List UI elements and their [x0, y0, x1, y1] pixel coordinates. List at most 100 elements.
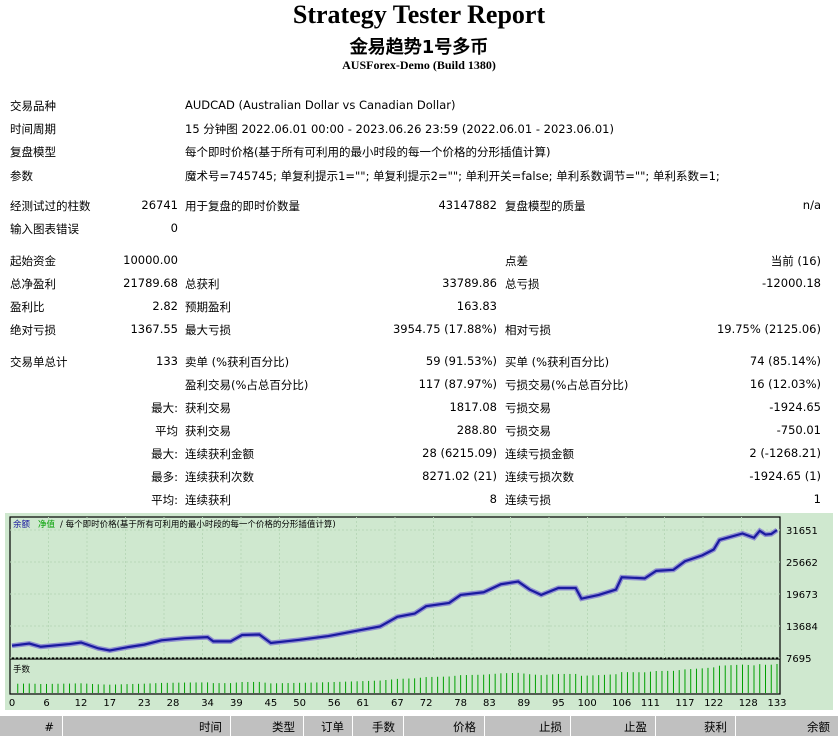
- info-value: AUDCAD (Australian Dollar vs Canadian Do…: [185, 98, 456, 112]
- y-tick-label: 19673: [786, 590, 818, 601]
- stat-cell: 获利交易: [185, 424, 231, 438]
- stat-cell: 盈利比: [10, 300, 45, 314]
- legend-balance: 余额: [13, 519, 31, 530]
- x-tick-label: 56: [328, 698, 341, 709]
- stat-cell: 复盘模型的质量: [505, 199, 586, 213]
- stat-cell: 交易单总计: [10, 355, 68, 369]
- stat-cell: 盈利交易(%占总百分比): [185, 378, 309, 392]
- stat-cell: 买单 (%获利百分比): [505, 355, 610, 369]
- x-tick-label: 61: [356, 698, 369, 709]
- info-value: 15 分钟图 2022.06.01 00:00 - 2023.06.26 23:…: [185, 122, 614, 136]
- stat-cell: 连续亏损次数: [505, 470, 574, 484]
- x-tick-label: 78: [454, 698, 467, 709]
- x-tick-label: 67: [391, 698, 404, 709]
- legend-model: / 每个即时价格(基于所有可利用的最小时段的每一个价格的分形插值计算): [60, 519, 336, 530]
- stat-cell: 连续亏损金额: [505, 447, 574, 461]
- x-tick-label: 28: [167, 698, 180, 709]
- stat-cell: 133: [156, 354, 178, 368]
- stat-cell: 连续获利次数: [185, 470, 254, 484]
- balance-chart: 31651 25662 19673 13684 7695 0 6 12 17 23 28 34 39 45…: [5, 513, 833, 710]
- column-header[interactable]: #: [0, 716, 62, 736]
- stat-cell: 亏损交易: [505, 401, 551, 415]
- stat-cell: 点差: [505, 254, 528, 268]
- x-tick-label: 17: [103, 698, 116, 709]
- x-tick-label: 72: [420, 698, 433, 709]
- stat-cell: -1924.65 (1): [749, 469, 821, 483]
- x-tick-label: 34: [201, 698, 214, 709]
- stat-cell: 最大:: [151, 401, 178, 415]
- x-tick-label: 111: [641, 698, 660, 709]
- volume-plot-frame: [9, 658, 781, 695]
- y-tick-label: 13684: [786, 622, 818, 633]
- info-value: 每个即时价格(基于所有可利用的最小时段的每一个价格的分形插值计算): [185, 145, 551, 159]
- stat-cell: 最大亏损: [185, 323, 231, 337]
- stat-cell: 亏损交易(%占总百分比): [505, 378, 629, 392]
- x-tick-label: 39: [230, 698, 243, 709]
- info-label: 交易品种: [10, 99, 56, 113]
- column-header[interactable]: 止盈: [571, 716, 655, 736]
- x-tick-label: 45: [264, 698, 277, 709]
- report-title: Strategy Tester Report: [292, 0, 546, 29]
- x-tick-label: 23: [138, 698, 151, 709]
- stat-cell: -1924.65: [769, 400, 821, 414]
- stat-cell: 连续亏损: [505, 493, 551, 507]
- volume-label: 手数: [13, 664, 31, 675]
- info-label: 复盘模型: [10, 145, 56, 159]
- stat-cell: 用于复盘的即时价数量: [185, 199, 300, 213]
- stat-cell: 2.82: [152, 299, 178, 313]
- stat-cell: 绝对亏损: [10, 323, 56, 337]
- stat-cell: 平均: [155, 424, 178, 438]
- column-header[interactable]: 类型: [231, 716, 303, 736]
- stat-cell: 预期盈利: [185, 300, 231, 314]
- info-label: 参数: [10, 169, 33, 183]
- stat-cell: 117 (87.97%): [418, 377, 497, 391]
- column-header[interactable]: 止损: [485, 716, 570, 736]
- y-tick-label: 25662: [786, 558, 818, 569]
- column-header[interactable]: 订单: [304, 716, 352, 736]
- stat-cell: 3954.75 (17.88%): [392, 322, 497, 336]
- stat-cell: 59 (91.53%): [425, 354, 497, 368]
- stat-cell: 获利交易: [185, 401, 231, 415]
- x-tick-label: 117: [675, 698, 694, 709]
- x-tick-label: 128: [739, 698, 758, 709]
- stat-cell: 0: [170, 221, 178, 235]
- stat-cell: 总获利: [185, 277, 220, 291]
- stat-cell: 28 (6215.09): [422, 446, 497, 460]
- x-tick-label: 89: [518, 698, 531, 709]
- stat-cell: 33789.86: [442, 276, 497, 290]
- stat-cell: 2 (-1268.21): [749, 446, 821, 460]
- stat-cell: 163.83: [456, 299, 497, 313]
- stat-cell: 26741: [141, 198, 178, 212]
- x-tick-label: 106: [612, 698, 631, 709]
- y-tick-label: 7695: [786, 654, 811, 665]
- stat-cell: 亏损交易: [505, 424, 551, 438]
- stat-cell: 8: [489, 492, 497, 506]
- info-value: 魔术号=745745; 单复利提示1=""; 单复利提示2=""; 单利开关=f…: [185, 169, 720, 183]
- column-header[interactable]: 余额: [736, 716, 838, 736]
- column-header[interactable]: 价格: [404, 716, 484, 736]
- stat-cell: 1817.08: [449, 400, 497, 414]
- column-header[interactable]: 时间: [63, 716, 230, 736]
- stat-cell: 1: [813, 492, 821, 506]
- stat-cell: 总亏损: [505, 277, 540, 291]
- stat-cell: 最大:: [151, 447, 178, 461]
- stat-cell: -12000.18: [761, 276, 821, 290]
- stat-cell: 卖单 (%获利百分比): [185, 355, 290, 369]
- column-header[interactable]: 手数: [353, 716, 403, 736]
- x-tick-label: 83: [483, 698, 496, 709]
- x-tick-label: 100: [578, 698, 597, 709]
- stat-cell: 74 (85.14%): [749, 354, 821, 368]
- balance-line: [11, 529, 778, 652]
- stat-cell: 10000.00: [123, 253, 178, 267]
- column-header[interactable]: 获利: [656, 716, 735, 736]
- stat-cell: 21789.68: [123, 276, 178, 290]
- stat-cell: 8271.02 (21): [422, 469, 497, 483]
- stat-cell: 相对亏损: [505, 323, 551, 337]
- stat-cell: 连续获利: [185, 493, 231, 507]
- stat-cell: 最多:: [151, 470, 178, 484]
- stat-cell: 43147882: [438, 198, 497, 212]
- stat-cell: 1367.55: [130, 322, 178, 336]
- stat-cell: 16 (12.03%): [749, 377, 821, 391]
- x-tick-label: 12: [75, 698, 88, 709]
- stat-cell: 当前 (16): [770, 254, 821, 268]
